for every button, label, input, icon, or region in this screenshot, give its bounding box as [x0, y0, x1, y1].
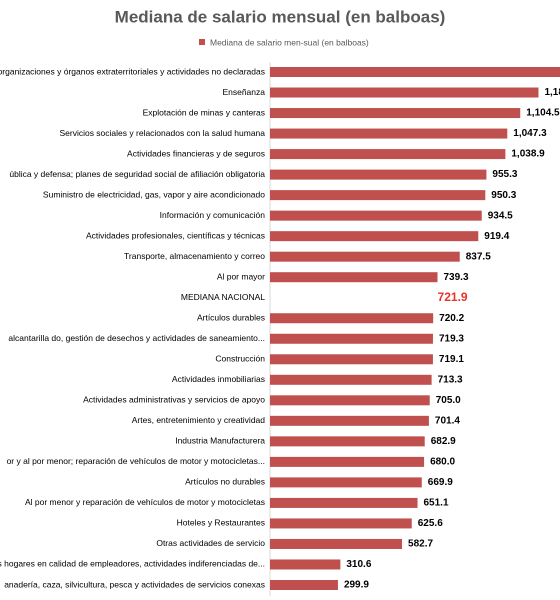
bar: [270, 374, 432, 385]
category-label: Artículos no durables: [185, 477, 265, 487]
category-label: Construcción: [215, 354, 265, 364]
value-label: 651.1: [424, 498, 449, 509]
bar: [270, 210, 482, 221]
value-label: 713.3: [438, 374, 463, 385]
value-label: 682.9: [431, 436, 456, 447]
category-label: Actividades administrativas y servicios …: [83, 395, 265, 405]
legend-label: Mediana de salario men-sual (en balboas): [210, 37, 369, 47]
value-label: 625.6: [418, 518, 443, 529]
value-label: 919.4: [484, 231, 509, 242]
category-label: Actividades inmobiliarias: [172, 374, 265, 384]
value-label: 680.0: [430, 457, 455, 468]
category-label: os hogares en calidad de empleadores, ac…: [0, 559, 265, 569]
category-label: Hoteles y Restaurantes: [177, 518, 265, 528]
bar: [270, 497, 418, 508]
value-label: 582.7: [408, 539, 433, 550]
bar: [270, 395, 430, 406]
category-label: Información y comunicación: [160, 210, 266, 220]
value-label: 719.3: [439, 333, 464, 344]
category-label: organizaciones y órganos extraterritoria…: [0, 66, 265, 76]
bar: [270, 538, 403, 549]
bar: [270, 436, 425, 447]
bar: [270, 415, 429, 426]
bar: [270, 518, 412, 529]
value-label: 299.9: [344, 580, 369, 591]
category-label: Artes, entretenimiento y creatividad: [132, 415, 266, 425]
bar: [270, 67, 560, 77]
category-label: ública y defensa; planes de seguridad so…: [9, 169, 265, 179]
value-label: 720.2: [439, 313, 464, 324]
median-label: 721.9: [438, 290, 468, 304]
value-label: 950.3: [491, 190, 516, 201]
bar: [270, 190, 486, 201]
value-label: 1,185.0: [544, 87, 560, 98]
value-label: 739.3: [443, 272, 468, 283]
category-label: Actividades profesionales, científicas y…: [86, 230, 265, 240]
category-label: Servicios sociales y relacionados con la…: [59, 128, 265, 138]
value-label: 669.9: [428, 477, 453, 488]
category-label: Otras actividades de servicio: [156, 538, 265, 548]
bar: [270, 477, 422, 488]
category-label: Industria Manufacturera: [175, 436, 265, 446]
category-label: Suministro de electricidad, gas, vapor y…: [43, 189, 265, 199]
category-label: alcantarilla do, gestión de desechos y a…: [8, 333, 265, 343]
category-label: Al por mayor: [217, 271, 265, 281]
category-label: or y al por menor; reparación de vehícul…: [7, 456, 265, 466]
category-label: Actividades financieras y de seguros: [127, 148, 265, 158]
category-label: Artículos durables: [197, 312, 265, 322]
value-label: 934.5: [488, 210, 513, 221]
bar: [270, 313, 434, 324]
bar: [270, 231, 479, 242]
value-label: 310.6: [346, 559, 371, 570]
value-label: 701.4: [435, 415, 460, 426]
bar: [270, 580, 338, 590]
bar: [270, 272, 438, 283]
bar: [270, 333, 433, 344]
bar: [270, 559, 341, 570]
chart-title: Mediana de salario mensual (en balboas): [115, 7, 446, 26]
category-label: Transporte, almacenamiento y correo: [124, 251, 265, 261]
category-label: Enseñanza: [222, 87, 265, 97]
value-label: 719.1: [439, 354, 464, 365]
bar: [270, 251, 460, 262]
value-label: 1,047.3: [513, 128, 547, 139]
category-label: Al por menor y reparación de vehículos d…: [25, 497, 265, 507]
legend-swatch: [199, 39, 205, 45]
value-label: 705.0: [436, 395, 461, 406]
category-label: anadería, caza, silvicultura, pesca y ac…: [4, 579, 265, 589]
value-label: 1,104.5: [526, 108, 560, 119]
bar: [270, 149, 506, 160]
category-label: Explotación de minas y canteras: [143, 107, 265, 117]
bar: [270, 128, 508, 139]
value-label: 837.5: [466, 251, 491, 262]
bar: [270, 456, 425, 467]
value-label: 955.3: [492, 169, 517, 180]
bar: [270, 87, 539, 98]
value-label: 1,038.9: [511, 149, 545, 160]
category-label: MEDIANA NACIONAL: [181, 292, 265, 302]
bar: [270, 354, 433, 365]
bar: [270, 169, 487, 180]
bar: [270, 108, 521, 119]
